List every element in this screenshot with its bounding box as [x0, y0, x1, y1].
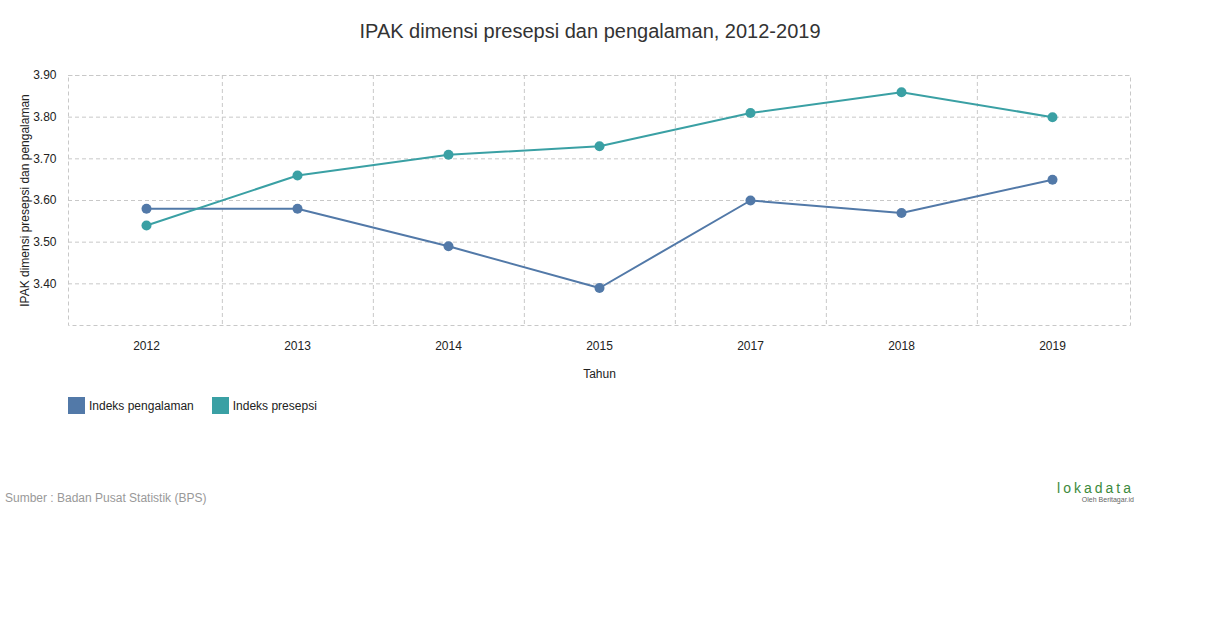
svg-text:Tahun: Tahun: [583, 367, 616, 381]
svg-text:3.50: 3.50: [33, 235, 57, 249]
svg-text:2019: 2019: [1039, 339, 1066, 353]
html-text:lokadata: lokadata: [1057, 480, 1134, 496]
svg-text:3.80: 3.80: [33, 110, 57, 124]
svg-text:2015: 2015: [586, 339, 613, 353]
html-text:Oleh Beritagar.id: Oleh Beritagar.id: [1081, 496, 1134, 503]
html-text:Indeks presepsi: Indeks presepsi: [232, 398, 317, 413]
html-text:Sumber : Badan Pusat Statistik: Sumber : Badan Pusat Statistik (BPS): [5, 491, 207, 505]
svg-text:2013: 2013: [284, 339, 311, 353]
html-text:Indeks pengalaman: Indeks pengalaman: [89, 398, 194, 413]
svg-text:3.90: 3.90: [33, 68, 57, 82]
svg-text:3.70: 3.70: [33, 152, 57, 166]
svg-text:3.60: 3.60: [33, 193, 57, 207]
svg-text:2012: 2012: [133, 339, 160, 353]
svg-text:IPAK dimensi presepsi dan peng: IPAK dimensi presepsi dan pengalaman: [18, 94, 32, 307]
svg-text:3.40: 3.40: [33, 277, 57, 291]
svg-text:2017: 2017: [737, 339, 764, 353]
svg-text:2014: 2014: [435, 339, 462, 353]
svg-text:2018: 2018: [888, 339, 915, 353]
html-text:IPAK dimensi presepsi dan peng: IPAK dimensi presepsi dan pengalaman, 20…: [359, 20, 821, 42]
